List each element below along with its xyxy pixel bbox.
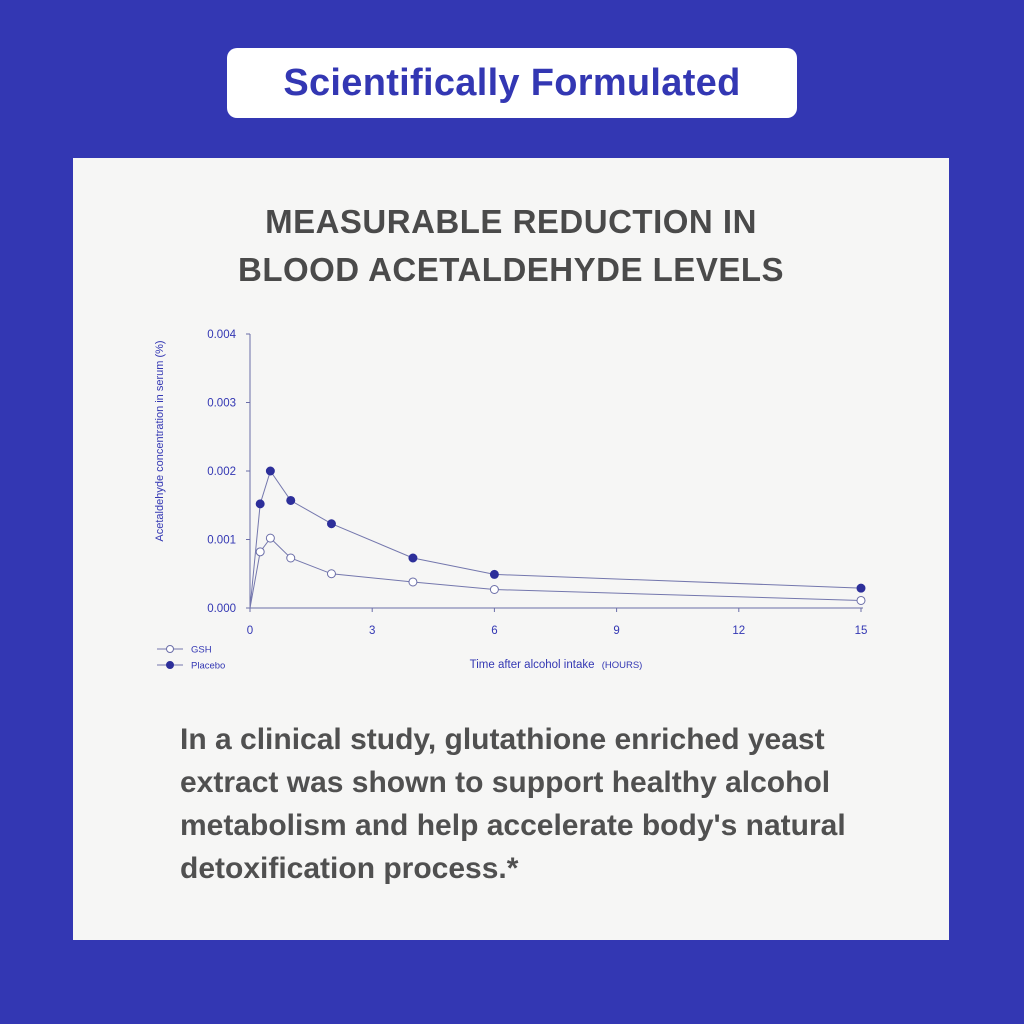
x-tick-label: 15 bbox=[855, 625, 868, 637]
x-tick-label: 3 bbox=[369, 625, 375, 637]
chart-legend: GSH Placebo bbox=[157, 645, 225, 672]
y-tick-label: 0.003 bbox=[207, 398, 236, 410]
legend-label-gsh: GSH bbox=[191, 645, 212, 656]
data-point-gsh bbox=[265, 533, 275, 543]
chart-title-line-2: BLOOD ACETALDEHYDE LEVELS bbox=[237, 251, 785, 288]
x-tick-label: 0 bbox=[247, 625, 253, 637]
header-badge: Scientifically Formulated bbox=[227, 48, 797, 118]
y-tick-label: 0.000 bbox=[207, 603, 236, 615]
chart-title-line-1: MEASURABLE REDUCTION IN bbox=[265, 203, 757, 240]
series-line-placebo bbox=[249, 469, 862, 609]
data-point-gsh bbox=[326, 569, 336, 579]
data-point-placebo bbox=[265, 466, 275, 476]
data-point-placebo bbox=[408, 553, 418, 563]
x-axis-label-text: Time after alcohol intake bbox=[470, 659, 595, 671]
chart-title: MEASURABLE REDUCTION IN BLOOD ACETALDEHY… bbox=[73, 198, 949, 294]
data-point-gsh bbox=[408, 577, 418, 587]
x-tick-label: 6 bbox=[491, 625, 497, 637]
chart-axes bbox=[249, 334, 863, 609]
data-point-placebo bbox=[326, 519, 336, 529]
data-point-placebo bbox=[286, 495, 296, 505]
x-axis-label: Time after alcohol intake (HOURS) bbox=[470, 659, 643, 671]
chart-series bbox=[249, 466, 866, 609]
x-tick-label: 9 bbox=[613, 625, 619, 637]
study-description: In a clinical study, glutathione enriche… bbox=[180, 723, 846, 885]
y-tick-label: 0.002 bbox=[207, 466, 236, 478]
data-point-placebo bbox=[856, 583, 866, 593]
x-axis-label-unit: (HOURS) bbox=[602, 660, 643, 671]
data-point-placebo bbox=[255, 499, 265, 509]
data-point-gsh bbox=[489, 585, 499, 595]
data-point-placebo bbox=[489, 569, 499, 579]
y-tick-label: 0.001 bbox=[207, 535, 236, 547]
badge-label: Scientifically Formulated bbox=[283, 61, 741, 104]
data-point-gsh bbox=[856, 595, 866, 605]
legend-marker-placebo bbox=[166, 661, 174, 669]
content-card: MEASURABLE REDUCTION IN BLOOD ACETALDEHY… bbox=[73, 158, 949, 940]
legend-marker-gsh bbox=[166, 645, 174, 653]
data-point-gsh bbox=[255, 547, 265, 557]
y-tick-label: 0.004 bbox=[207, 329, 236, 341]
line-chart: 0.000 0.001 0.002 0.003 0.004 0 3 6 9 12 15 GSH Pla… bbox=[154, 329, 867, 672]
y-axis-label: Acetaldehyde concentration in serum (%) bbox=[154, 340, 166, 541]
chart-ticks: 0.000 0.001 0.002 0.003 0.004 0 3 6 9 12 15 bbox=[207, 329, 867, 637]
data-point-gsh bbox=[286, 553, 296, 563]
legend-label-placebo: Placebo bbox=[191, 661, 225, 672]
x-tick-label: 12 bbox=[732, 625, 745, 637]
series-line-gsh bbox=[249, 537, 862, 609]
